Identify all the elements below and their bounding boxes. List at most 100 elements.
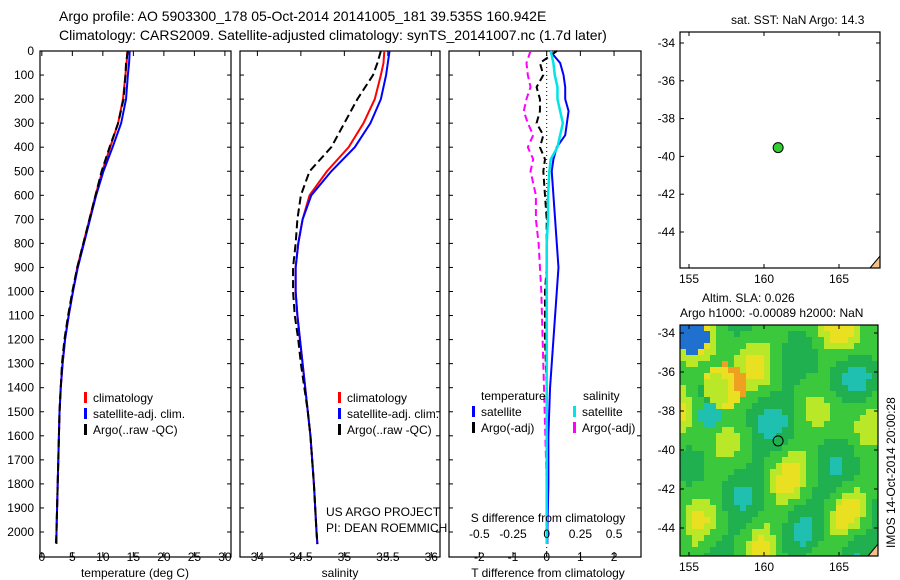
sla-cell <box>806 403 812 409</box>
sla-map-float-marker <box>772 435 784 447</box>
sla-cell <box>800 487 806 493</box>
sla-cell <box>752 421 758 427</box>
sla-cell <box>818 421 824 427</box>
sla-cell <box>740 541 746 547</box>
sla-cell <box>710 391 716 397</box>
sla-cell <box>740 487 746 493</box>
sla-cell <box>848 463 854 469</box>
sla-cell <box>770 433 776 439</box>
sla-cell <box>698 547 704 553</box>
sla-cell <box>794 379 800 385</box>
sla-cell <box>776 325 782 331</box>
legend-label: satellite-adj. clim. <box>347 407 439 421</box>
sla-cell <box>824 523 830 529</box>
sla-cell <box>800 463 806 469</box>
sla-cell <box>740 463 746 469</box>
sla-cell <box>800 451 806 457</box>
sla-cell <box>854 469 860 475</box>
sla-cell <box>788 427 794 433</box>
sla-cell <box>794 415 800 421</box>
sla-cell <box>812 517 818 523</box>
sla-cell <box>752 409 758 415</box>
sla-cell <box>830 409 836 415</box>
sla-cell <box>866 511 872 517</box>
sla-cell <box>830 415 836 421</box>
sla-cell <box>764 541 770 547</box>
sla-cell <box>686 397 692 403</box>
sla-cell <box>764 463 770 469</box>
temperature-xtick-label: 30 <box>218 550 232 564</box>
sla-cell <box>800 523 806 529</box>
sla-cell <box>764 379 770 385</box>
sla-cell <box>836 535 842 541</box>
sla-cell <box>866 535 872 541</box>
sla-cell <box>794 553 800 556</box>
sla-cell <box>806 409 812 415</box>
sla-cell <box>740 535 746 541</box>
sla-cell <box>728 493 734 499</box>
sla-cell <box>722 325 728 331</box>
sla-cell <box>842 523 848 529</box>
sla-cell <box>686 409 692 415</box>
sla-cell <box>866 445 872 451</box>
sla-cell <box>716 487 722 493</box>
sla-cell <box>836 421 842 427</box>
sla-cell <box>872 427 878 433</box>
sla-cell <box>770 409 776 415</box>
sla-cell <box>848 517 854 523</box>
sla-cell <box>836 427 842 433</box>
sla-cell <box>746 463 752 469</box>
sla-cell <box>746 487 752 493</box>
sla-cell <box>758 469 764 475</box>
sla-cell <box>740 445 746 451</box>
sla-map-ytick-label: -42 <box>658 482 676 496</box>
sla-cell <box>740 331 746 337</box>
sla-cell <box>782 373 788 379</box>
sla-cell <box>854 421 860 427</box>
sla-cell <box>866 457 872 463</box>
sla-cell <box>692 493 698 499</box>
sla-cell <box>842 325 848 331</box>
sla-cell <box>752 325 758 331</box>
sla-cell <box>806 463 812 469</box>
sla-cell <box>800 433 806 439</box>
sla-cell <box>752 397 758 403</box>
sla-cell <box>764 487 770 493</box>
sla-cell <box>818 361 824 367</box>
sla-map-ytick-label: -34 <box>658 326 676 340</box>
sla-cell <box>776 529 782 535</box>
sla-cell <box>866 475 872 481</box>
sla-cell <box>746 415 752 421</box>
sla-cell <box>830 445 836 451</box>
sla-cell <box>782 409 788 415</box>
sla-cell <box>692 343 698 349</box>
sla-cell <box>758 397 764 403</box>
sla-cell <box>848 409 854 415</box>
sla-cell <box>830 505 836 511</box>
sla-cell <box>872 541 878 547</box>
depth-tick-label: 1100 <box>8 309 34 323</box>
sla-cell <box>704 427 710 433</box>
sla-cell <box>764 439 770 445</box>
salinity-satellite-line <box>294 50 391 545</box>
sla-cell <box>830 529 836 535</box>
sla-cell <box>704 535 710 541</box>
sla-cell <box>782 481 788 487</box>
sla-cell <box>866 325 872 331</box>
sla-cell <box>764 415 770 421</box>
sla-cell <box>836 385 842 391</box>
sla-cell <box>752 499 758 505</box>
sst-map-ytick-label: -38 <box>658 112 676 126</box>
sla-cell <box>830 385 836 391</box>
sla-cell <box>728 355 734 361</box>
sla-cell <box>824 529 830 535</box>
sla-cell <box>776 553 782 556</box>
sla-map-heatmap-cells <box>680 325 878 556</box>
sla-cell <box>686 427 692 433</box>
legend-swatch <box>573 422 576 433</box>
sla-cell <box>824 535 830 541</box>
sla-cell <box>710 529 716 535</box>
sla-cell <box>860 427 866 433</box>
sla-cell <box>830 547 836 553</box>
sla-cell <box>812 367 818 373</box>
